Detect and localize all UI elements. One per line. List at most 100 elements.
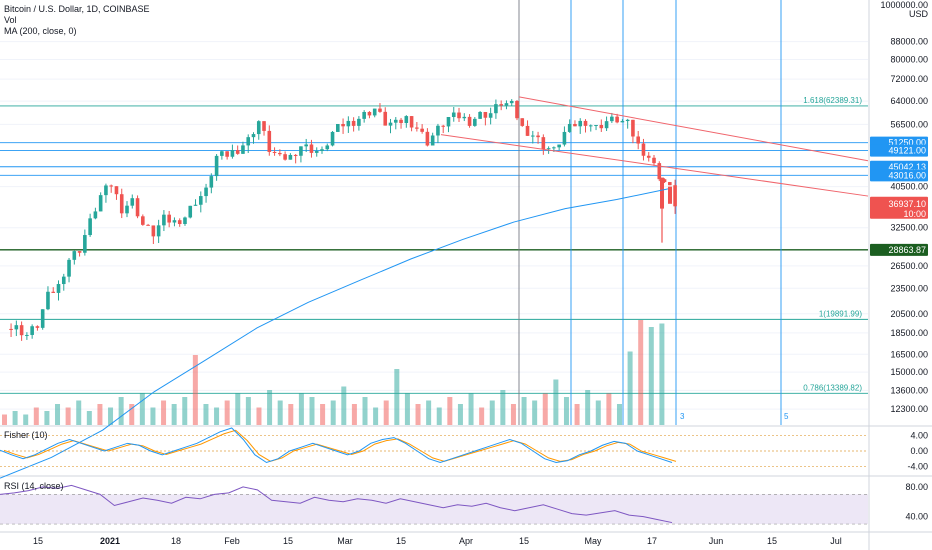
x-axis-tick: 15 xyxy=(33,536,43,546)
volume-legend: Vol xyxy=(4,15,17,25)
volume-bar xyxy=(256,407,262,425)
rsi-axis-tick: 40.00 xyxy=(905,512,928,522)
volume-bar xyxy=(659,323,665,425)
candle-body xyxy=(662,179,667,183)
candle-body xyxy=(40,309,45,328)
candle-body xyxy=(520,118,525,126)
current-price-badge xyxy=(870,196,928,219)
volume-bar xyxy=(139,393,145,425)
candle-body xyxy=(214,155,219,177)
candle-body xyxy=(362,111,366,119)
volume-bar xyxy=(288,404,294,425)
level-badge-text: 43016.00 xyxy=(888,170,926,180)
volume-bar xyxy=(362,397,368,425)
candle-body xyxy=(109,185,113,187)
rsi-line xyxy=(0,484,673,524)
candle-body xyxy=(652,157,656,164)
level-badge xyxy=(870,169,928,182)
volume-bar xyxy=(648,327,654,425)
rsi-axis-tick: 80.00 xyxy=(905,482,928,492)
candle-body xyxy=(546,148,551,150)
volume-bar xyxy=(479,407,485,425)
x-axis-tick: Jun xyxy=(709,536,724,546)
candle-body xyxy=(515,100,519,119)
level-badge-text: 28863.87 xyxy=(888,245,926,255)
candle-body xyxy=(104,185,108,196)
volume-bar xyxy=(55,404,61,425)
volume-bar xyxy=(500,390,506,425)
candle-body xyxy=(409,116,414,128)
price-axis-tick: 64000.00 xyxy=(890,96,928,106)
vertical-marker-label: 3 xyxy=(680,412,685,421)
current-price-countdown: 10:00 xyxy=(903,209,926,219)
price-axis-tick: 56500.00 xyxy=(890,119,928,129)
candle-body xyxy=(615,116,619,123)
candle-body xyxy=(125,205,129,214)
candle-body xyxy=(288,154,293,160)
candle-body xyxy=(141,216,145,225)
candle-body xyxy=(415,127,419,129)
candle-body xyxy=(146,224,150,226)
volume-bar xyxy=(415,404,421,425)
candle-body xyxy=(188,205,193,218)
volume-bar xyxy=(394,369,400,425)
candle-body xyxy=(77,251,82,253)
volume-bar xyxy=(606,393,612,425)
volume-bar xyxy=(108,407,114,425)
x-axis-tick: Feb xyxy=(224,536,240,546)
candle-body xyxy=(478,111,482,119)
candle-body xyxy=(267,130,272,152)
candle-body xyxy=(230,150,235,157)
candle-body xyxy=(177,220,182,225)
x-axis-tick: May xyxy=(584,536,602,546)
candle-body xyxy=(631,119,635,137)
price-axis-tick: 32500.00 xyxy=(890,223,928,233)
price-axis-tick: 40500.00 xyxy=(890,182,928,192)
candle-body xyxy=(61,276,66,285)
candle-body xyxy=(88,218,92,236)
volume-bar xyxy=(182,397,188,425)
price-axis-tick: 1000000.00 xyxy=(880,0,928,10)
candle-body xyxy=(425,131,430,146)
price-axis-tick: 13600.00 xyxy=(890,385,928,395)
x-axis-tick: 18 xyxy=(171,536,181,546)
volume-bar xyxy=(595,400,601,425)
level-label: 1(19891.99) xyxy=(819,309,862,318)
candle-body xyxy=(610,116,614,122)
candle-body xyxy=(183,217,187,225)
volume-bar xyxy=(214,407,220,425)
volume-bar xyxy=(616,404,622,425)
candle-body xyxy=(209,176,214,188)
channel-upper xyxy=(518,96,869,162)
x-axis-tick: 2021 xyxy=(100,536,120,546)
candle-body xyxy=(135,198,140,217)
candle-body xyxy=(483,111,488,118)
candle-body xyxy=(646,155,651,158)
candle-body xyxy=(531,135,535,137)
price-axis-tick: 12300.00 xyxy=(890,404,928,414)
volume-bar xyxy=(563,397,569,425)
volume-bar xyxy=(510,404,516,425)
chart-title: Bitcoin / U.S. Dollar, 1D, COINBASE xyxy=(4,4,150,14)
volume-bar xyxy=(129,404,135,425)
candle-body xyxy=(573,123,577,127)
volume-bar xyxy=(532,400,538,425)
volume-bar xyxy=(33,407,39,425)
candle-body xyxy=(151,225,156,237)
candle-body xyxy=(599,124,604,129)
volume-bar xyxy=(235,393,241,425)
candle-body xyxy=(72,251,77,260)
volume-bar xyxy=(171,404,177,425)
volume-bar xyxy=(330,400,336,425)
candle-body xyxy=(668,186,672,204)
candle-body xyxy=(25,334,29,336)
volume-bar xyxy=(521,397,527,425)
volume-bar xyxy=(627,351,633,425)
candle-body xyxy=(67,259,71,277)
candle-body xyxy=(504,103,509,106)
candle-body xyxy=(14,325,19,330)
candle-body xyxy=(156,225,161,237)
x-axis-tick: 15 xyxy=(283,536,293,546)
